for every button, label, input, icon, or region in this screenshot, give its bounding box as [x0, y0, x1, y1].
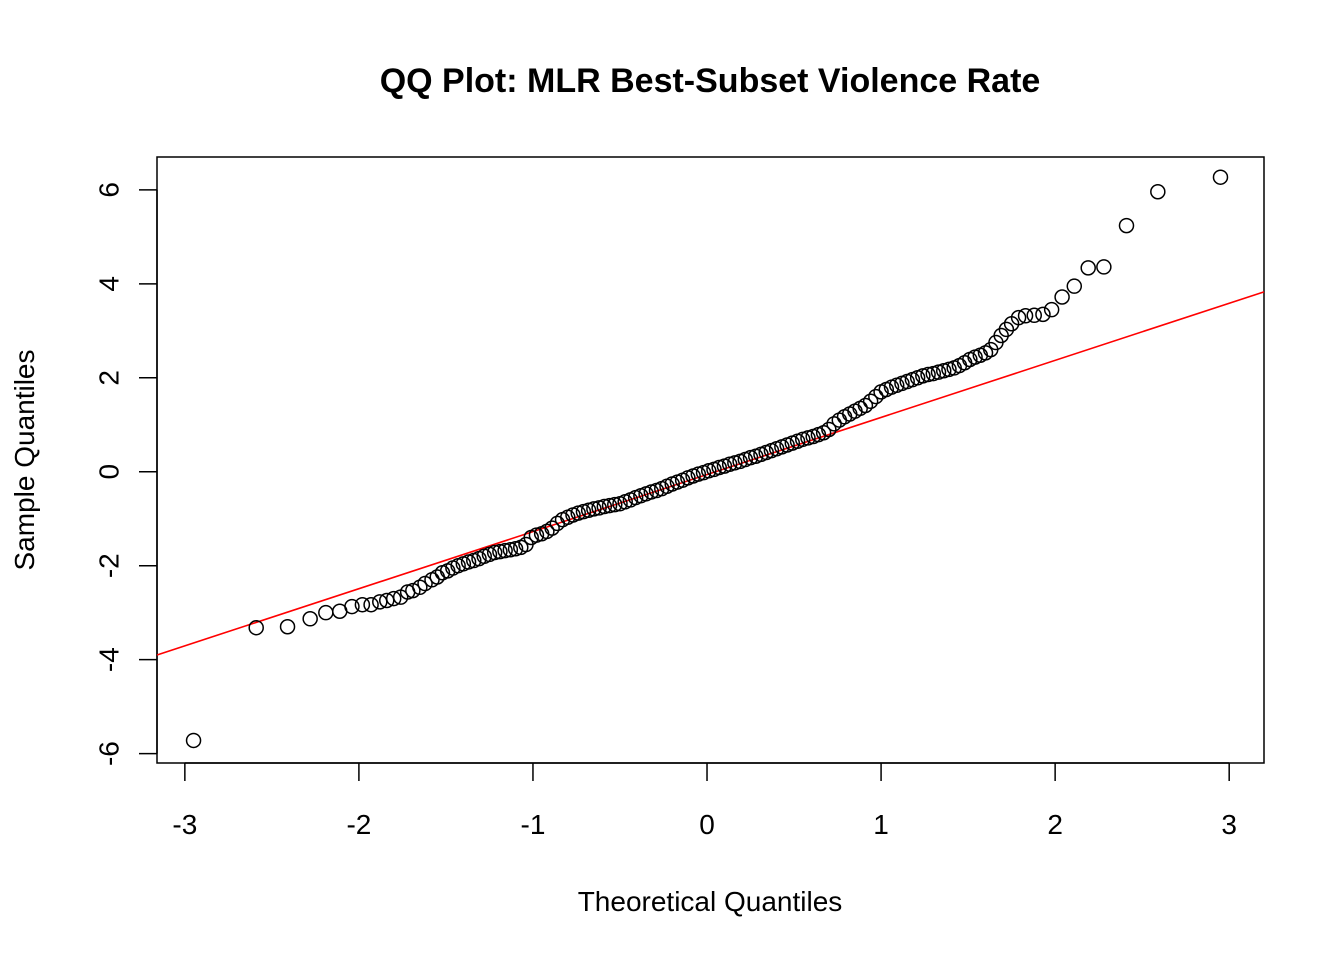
x-tick-label: 2: [1047, 809, 1063, 840]
x-tick-label: 0: [699, 809, 715, 840]
x-axis-label: Theoretical Quantiles: [578, 886, 843, 917]
data-point: [1010, 309, 1027, 326]
y-tick-label: -6: [94, 741, 125, 766]
data-point: [385, 590, 402, 607]
data-point: [1080, 260, 1096, 276]
y-tick-label: -4: [94, 647, 125, 672]
x-tick-label: -3: [172, 809, 197, 840]
data-point: [486, 544, 503, 561]
data-point: [497, 542, 513, 559]
data-point: [318, 604, 334, 621]
data-point: [1096, 259, 1112, 275]
data-point: [544, 520, 560, 536]
data-point: [1150, 184, 1166, 200]
data-point: [248, 619, 264, 636]
x-tick-label: -2: [346, 809, 371, 840]
data-point: [920, 366, 936, 383]
data-point: [1043, 301, 1060, 318]
points-group: [185, 169, 1229, 749]
data-point: [1017, 308, 1034, 324]
data-point: [868, 388, 884, 405]
x-tick-label: -1: [521, 809, 546, 840]
plot-frame: [156, 156, 1265, 764]
y-axis: -6 -4 -2 0 2 4 6: [94, 182, 158, 766]
data-point: [344, 598, 360, 615]
data-point: [1026, 307, 1042, 324]
data-point: [1054, 289, 1070, 305]
data-point: [601, 497, 618, 514]
y-tick-label: -2: [94, 553, 125, 578]
data-point: [826, 416, 842, 432]
data-point: [821, 421, 837, 438]
data-point: [596, 498, 613, 515]
data-point: [1066, 278, 1083, 294]
data-point: [998, 321, 1015, 338]
data-point: [1035, 306, 1051, 323]
x-tick-label: 3: [1221, 809, 1237, 840]
x-tick-label: 1: [873, 809, 889, 840]
data-point: [1212, 169, 1229, 185]
data-point: [279, 619, 296, 635]
data-point: [862, 393, 879, 410]
chart-title: QQ Plot: MLR Best-Subset Violence Rate: [380, 62, 1041, 100]
data-point: [185, 732, 202, 749]
data-point: [607, 496, 623, 513]
data-point: [302, 611, 318, 627]
data-point: [502, 541, 519, 558]
data-point: [1118, 217, 1135, 234]
y-tick-label: 0: [94, 464, 125, 480]
y-tick-label: 2: [94, 370, 125, 386]
data-point: [405, 582, 421, 599]
data-point: [857, 397, 874, 414]
x-axis: -3 -2 -1 0 1 2 3: [172, 762, 1237, 840]
data-point: [492, 543, 508, 560]
data-point: [586, 501, 602, 517]
y-tick-label: 4: [94, 276, 125, 292]
data-point: [363, 596, 379, 613]
y-tick-label: 6: [94, 182, 125, 198]
y-axis-label: Sample Quantiles: [9, 349, 40, 570]
data-point: [354, 596, 371, 613]
data-point: [412, 579, 428, 596]
